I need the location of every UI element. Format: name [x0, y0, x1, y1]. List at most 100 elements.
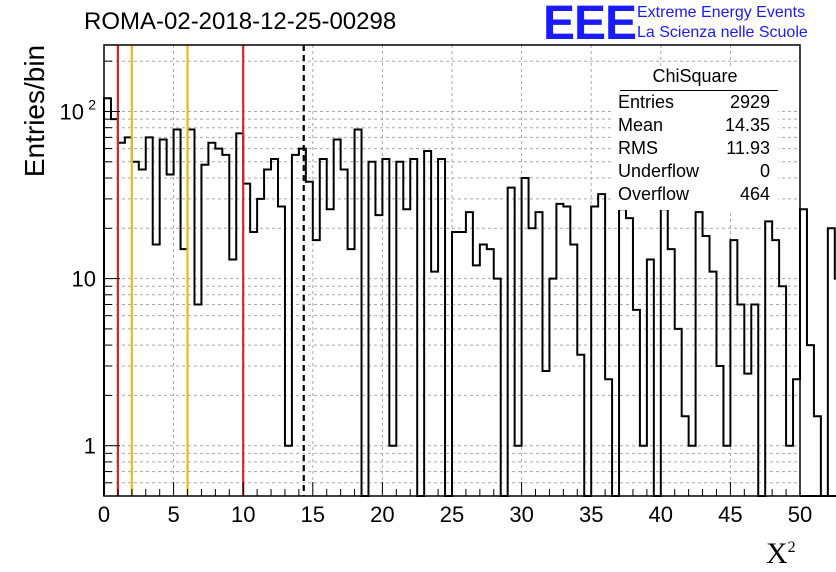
stats-value: 11.93 [726, 138, 770, 158]
histogram-bin [710, 272, 717, 496]
histogram-bin [473, 265, 480, 496]
histogram-bin [647, 260, 654, 496]
x-tick-label: 35 [579, 502, 603, 527]
histogram-bin [556, 204, 563, 496]
histogram-bin [480, 244, 487, 496]
histogram-bin [515, 446, 522, 496]
marker-lines [116, 45, 305, 496]
histogram-bin [675, 329, 682, 496]
histogram-bin [410, 159, 417, 496]
histogram-bin [549, 279, 556, 496]
histogram-bin [494, 279, 501, 496]
histogram-bin [689, 446, 696, 496]
x-tick-label: 10 [231, 502, 255, 527]
histogram-bin [201, 165, 208, 496]
histogram-bin [257, 199, 264, 496]
histogram-bin [598, 194, 605, 496]
stats-value: 0 [759, 161, 770, 181]
histogram-bin [668, 249, 675, 496]
histogram-bin [682, 416, 689, 496]
histogram-bin [626, 218, 633, 496]
x-tick-label: 45 [718, 502, 742, 527]
histogram-bin [661, 209, 668, 496]
histogram-bin [285, 446, 292, 496]
histogram-bin [730, 240, 737, 496]
y-tick-label-sup: 2 [88, 96, 96, 112]
histogram-bin [605, 379, 612, 496]
stats-row-overflow: Overflow 464 [618, 184, 770, 207]
histogram-bin [348, 249, 355, 496]
histogram-bin [786, 446, 793, 496]
histogram-bin [146, 137, 153, 496]
histogram-bin [194, 304, 201, 496]
histogram-bin [577, 355, 584, 496]
histogram-bin [487, 249, 494, 496]
x-tick-label: 40 [649, 502, 673, 527]
histogram-bin [327, 209, 334, 496]
histogram-bin [529, 228, 536, 496]
histogram-bin [814, 416, 821, 496]
x-axis-label: X2 [766, 537, 796, 571]
stats-box: ChiSquare Entries 2929 Mean 14.35 RMS 11… [612, 66, 778, 210]
histogram-bin [368, 162, 375, 496]
histogram-bin [229, 260, 236, 496]
x-axis-label-text: X [766, 537, 788, 570]
histogram-bin [208, 143, 215, 496]
stats-value: 464 [739, 184, 770, 204]
histogram-bin [313, 240, 320, 496]
histogram-bin [250, 232, 257, 496]
histogram-bin [807, 345, 814, 496]
histogram-bin [355, 130, 362, 496]
histogram-bin [828, 228, 835, 496]
y-axis-label: Entries/bin [19, 44, 50, 178]
histogram-bin [633, 310, 640, 496]
x-tick-label: 0 [98, 502, 110, 527]
histogram-bin [396, 162, 403, 496]
axis-ticks [103, 60, 801, 497]
stats-title: ChiSquare [652, 66, 738, 86]
histogram-bin [104, 98, 111, 496]
histogram-bin [320, 159, 327, 496]
histogram-bin [591, 207, 598, 496]
histogram-bin [696, 212, 703, 496]
stats-value: 14.35 [724, 115, 770, 135]
x-tick-label: 5 [167, 502, 179, 527]
histogram-bin [772, 240, 779, 496]
histogram-bin [167, 174, 174, 496]
logo-line-1: Extreme Energy Events [637, 4, 806, 21]
histogram-bin [278, 207, 285, 496]
histogram-bin [174, 130, 181, 496]
chart-title: ROMA-02-2018-12-25-00298 [84, 8, 397, 35]
histogram-bin [744, 374, 751, 496]
histogram-bin [459, 232, 466, 496]
histogram-bin [765, 221, 772, 496]
x-tick-label: 30 [509, 502, 533, 527]
histogram-bin [793, 379, 800, 496]
stats-label: Mean [618, 115, 664, 135]
histogram-bin [737, 304, 744, 496]
histogram-bin [640, 446, 647, 496]
histogram-bin [382, 159, 389, 496]
histogram-bin [264, 169, 271, 496]
x-axis-label-sup: 2 [787, 539, 796, 556]
y-tick-label: 1 [84, 434, 96, 459]
histogram-bin [431, 272, 438, 496]
histogram-bin [153, 244, 160, 496]
histogram-bin [522, 178, 529, 496]
histogram-bin [341, 169, 348, 496]
histogram-bin [403, 209, 410, 496]
x-tick-label: 15 [301, 502, 325, 527]
x-tick-label: 20 [370, 502, 394, 527]
logo-line-2: La Scienza nelle Scuole [637, 24, 808, 41]
stats-label: RMS [618, 138, 658, 158]
histogram-bin [723, 446, 730, 496]
stats-row-entries: Entries 2929 [618, 92, 770, 115]
x-tick-label: 50 [788, 502, 812, 527]
histogram-bin [619, 209, 626, 496]
stats-label: Entries [618, 92, 675, 112]
x-tick-label: 25 [440, 502, 464, 527]
histogram-bin [703, 236, 710, 496]
histogram-bin [542, 371, 549, 496]
histogram-bin [563, 207, 570, 496]
